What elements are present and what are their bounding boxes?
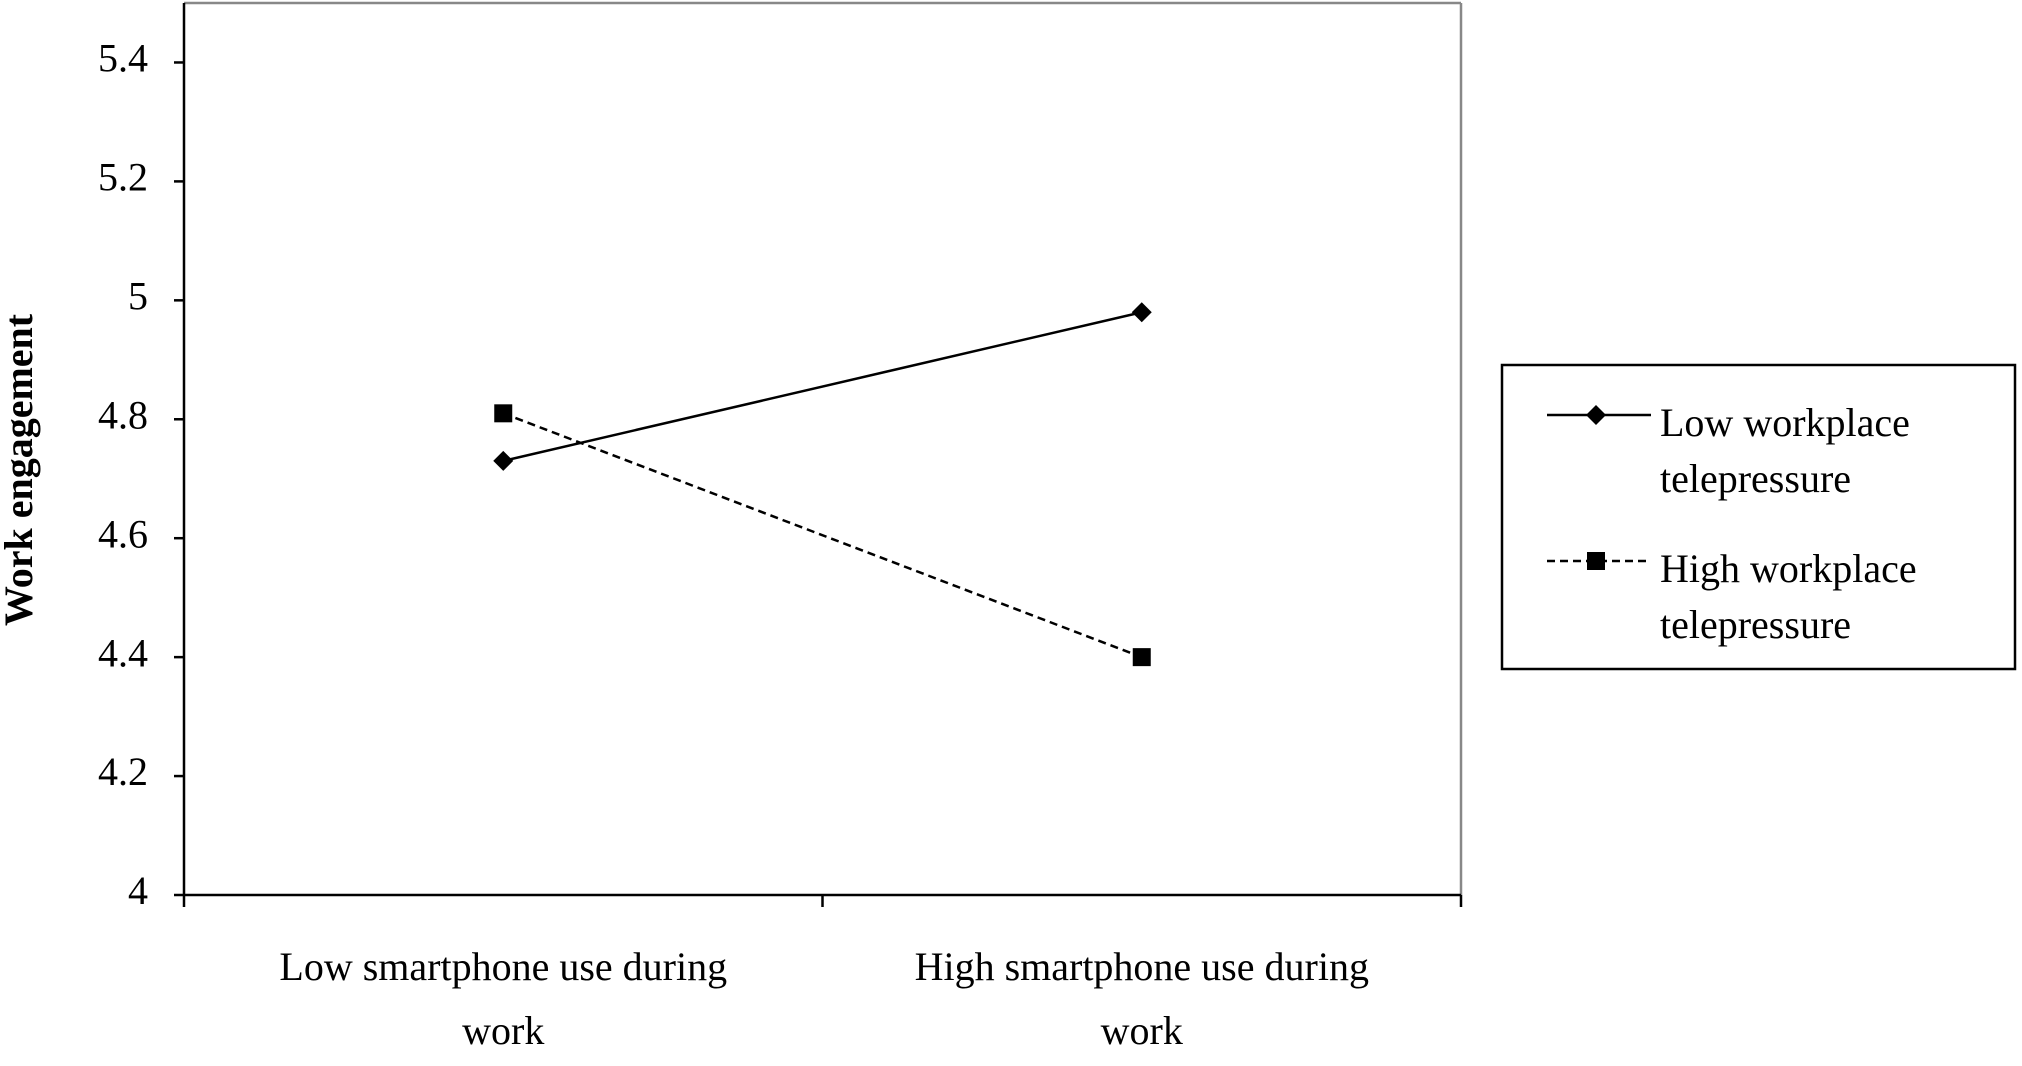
legend-label: High workplace telepressure [1660,546,1917,647]
marker [1587,552,1605,570]
marker [1586,405,1606,425]
series-line [502,311,1143,463]
y-tick-label: 4.4 [98,630,148,675]
marker [494,404,513,423]
legend-label: Low workplace telepressure [1660,400,1910,501]
y-tick-label: 4.6 [98,511,148,556]
y-axis-title: Work engagement [0,313,41,626]
marker [1131,302,1152,323]
marker [493,450,514,471]
x-tick-label: Low smartphone use during work [279,944,728,1053]
y-tick-label: 4 [128,868,148,913]
y-tick-label: 4.2 [98,749,148,794]
y-tick-label: 5 [128,274,148,319]
marker [1132,648,1151,667]
series-line [502,412,1143,659]
y-tick-label: 5.4 [98,36,148,81]
y-tick-label: 5.2 [98,155,148,200]
y-tick-label: 4.8 [98,392,148,437]
legend-box [1500,363,2017,671]
x-tick-label: High smartphone use during work [914,944,1369,1053]
